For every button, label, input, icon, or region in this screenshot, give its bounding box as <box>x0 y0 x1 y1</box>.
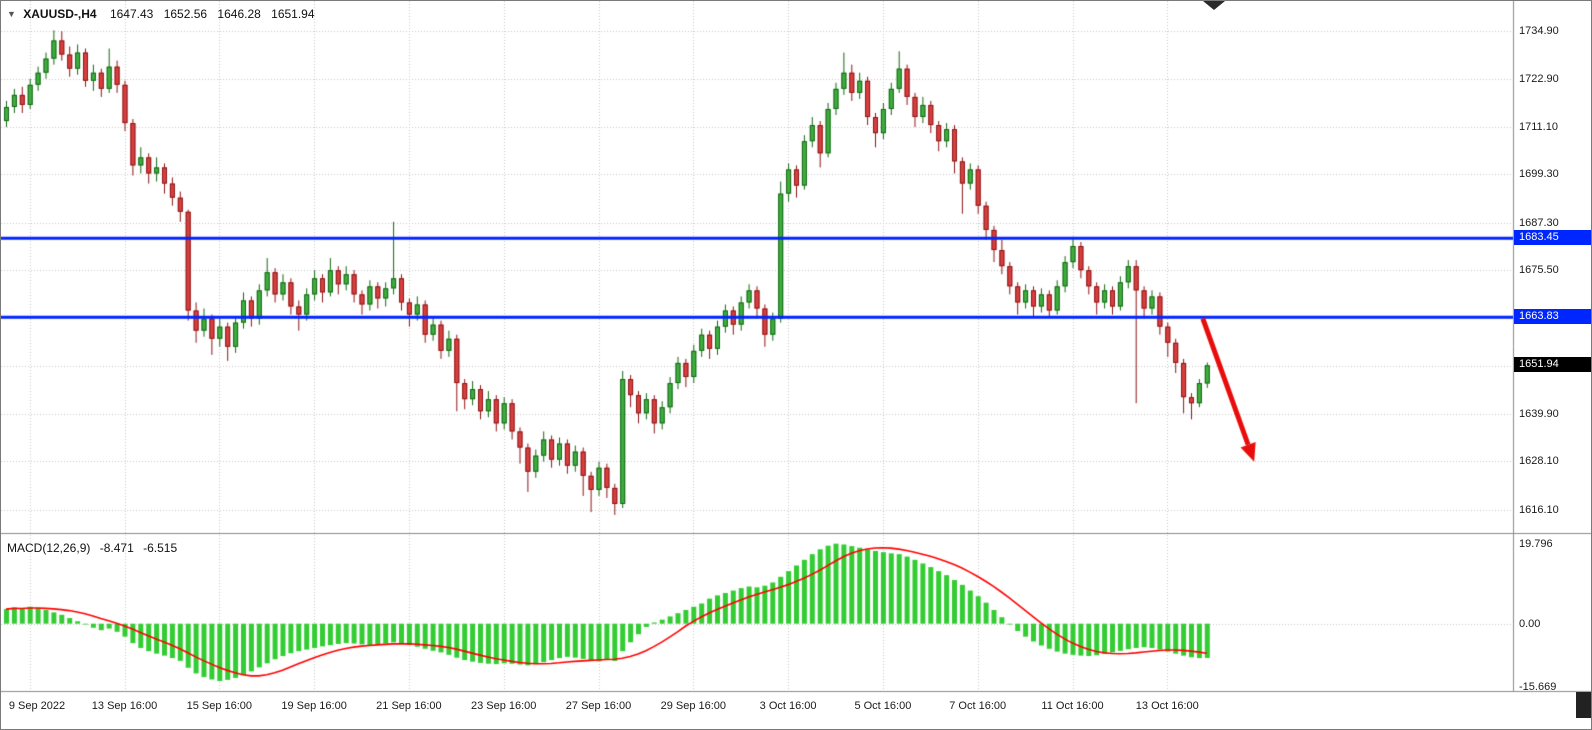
price-line-tag: 1683.45 <box>1514 230 1591 246</box>
date-axis-label: 11 Oct 16:00 <box>1041 700 1104 712</box>
date-axis-label: 9 Sep 2022 <box>8 700 66 712</box>
macd-indicator-header: MACD(12,26,9) -8.471 -6.515 <box>7 541 183 555</box>
ohlc-header: ▼ XAUUSD-,H4 1647.43 1652.56 1646.28 165… <box>7 7 322 21</box>
price-axis-label: 1711.10 <box>1519 120 1558 133</box>
date-axis-label: 7 Oct 16:00 <box>949 700 1007 712</box>
current-price-tag: 1651.94 <box>1514 357 1591 373</box>
axis-corner-box <box>1576 692 1591 718</box>
date-axis-label: 21 Sep 16:00 <box>376 700 442 712</box>
symbol-timeframe-label: XAUUSD-,H4 <box>23 7 97 21</box>
date-axis-label: 19 Sep 16:00 <box>281 700 347 712</box>
macd-axis-label: 0.00 <box>1519 617 1541 630</box>
close-value: 1651.94 <box>271 7 315 21</box>
date-axis-label: 23 Sep 16:00 <box>470 700 537 712</box>
price-axis-label: 1675.50 <box>1519 264 1559 277</box>
date-axis-label: 3 Oct 16:00 <box>759 700 817 712</box>
price-axis-label: 1616.10 <box>1519 503 1559 516</box>
high-value: 1652.56 <box>163 7 208 21</box>
macd-axis-label: 19.796 <box>1519 537 1553 550</box>
open-value: 1647.43 <box>109 7 154 21</box>
macd-axis-label: -15.669 <box>1519 681 1557 694</box>
date-axis-label: 13 Sep 16:00 <box>91 700 158 712</box>
price-line-tag: 1663.83 <box>1514 309 1591 325</box>
date-axis-label: 29 Sep 16:00 <box>660 700 727 712</box>
date-axis-label: 5 Oct 16:00 <box>854 700 912 712</box>
price-axis-label: 1687.30 <box>1519 216 1559 229</box>
date-axis-label: 15 Sep 16:00 <box>186 700 253 712</box>
price-axis-label: 1699.30 <box>1519 168 1559 181</box>
price-axis-label: 1722.90 <box>1519 73 1559 86</box>
date-axis-label: 13 Oct 16:00 <box>1135 700 1199 712</box>
low-value: 1646.28 <box>217 7 261 21</box>
macd-main-value: -8.471 <box>99 541 134 555</box>
chart-dropdown-icon[interactable]: ▼ <box>7 9 16 19</box>
chart-shift-marker[interactable] <box>1203 1 1225 10</box>
price-axis-label: 1628.10 <box>1519 455 1559 468</box>
macd-signal-value: -6.515 <box>143 541 178 555</box>
price-axis-label: 1734.90 <box>1519 24 1559 37</box>
date-axis-label: 27 Sep 16:00 <box>565 700 632 712</box>
price-axis-label: 1639.90 <box>1519 407 1559 420</box>
macd-indicator-label: MACD(12,26,9) <box>7 541 91 555</box>
